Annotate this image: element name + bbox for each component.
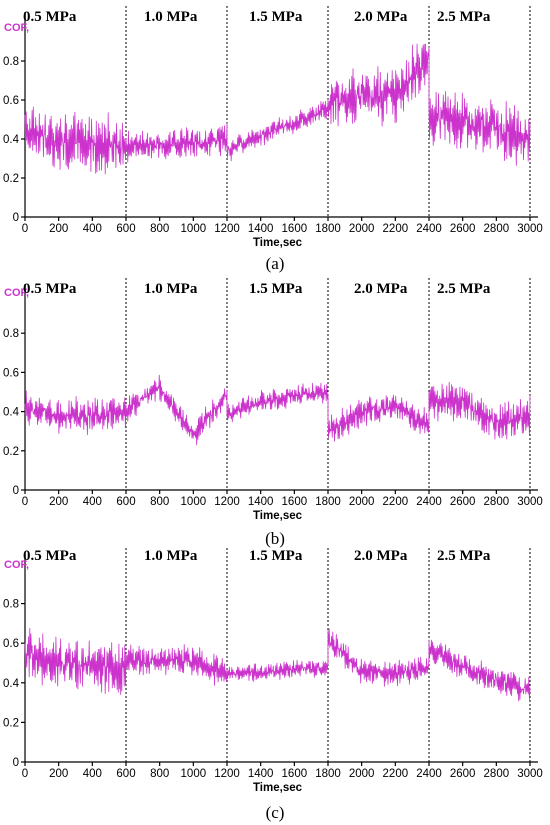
phase-label: 2.5 MPa (437, 281, 491, 297)
x-tick-label: 1600 (282, 223, 308, 235)
x-tick-label: 600 (116, 768, 135, 780)
x-tick-label: 400 (83, 768, 102, 780)
phase-label: 2.0 MPa (354, 548, 408, 564)
x-tick-label: 1600 (282, 496, 308, 508)
y-tick-label: 0 (13, 757, 19, 769)
x-tick-label: 1000 (181, 768, 207, 780)
x-tick-label: 200 (49, 768, 68, 780)
y-tick-label: 0.8 (3, 56, 19, 68)
x-tick-label: 2200 (383, 496, 409, 508)
phase-label: 1.0 MPa (144, 281, 198, 297)
x-tick-label: 2400 (416, 496, 442, 508)
x-tick-label: 2400 (416, 223, 442, 235)
cof-series-line (24, 43, 531, 175)
y-tick-label: 0 (13, 212, 19, 224)
x-axis-label: Time,sec (253, 782, 303, 794)
x-tick-label: 1200 (214, 223, 240, 235)
x-tick-label: 2600 (450, 768, 476, 780)
x-tick-label: 600 (116, 223, 135, 235)
y-axis-label: COF, (4, 559, 29, 571)
phase-label: 0.5 MPa (23, 281, 77, 297)
y-tick-label: 0.6 (3, 638, 19, 650)
x-tick-label: 200 (49, 496, 68, 508)
x-tick-label: 800 (150, 496, 169, 508)
x-tick-label: 1800 (315, 223, 341, 235)
x-tick-label: 800 (150, 768, 169, 780)
x-tick-label: 2800 (484, 768, 510, 780)
y-tick-label: 0.4 (3, 678, 20, 690)
x-tick-label: 2400 (416, 768, 442, 780)
x-tick-label: 2600 (450, 496, 476, 508)
y-tick-label: 0.8 (3, 328, 19, 340)
y-tick-label: 0.2 (3, 173, 19, 185)
x-tick-label: 1000 (181, 223, 207, 235)
y-tick-label: 0 (13, 485, 19, 497)
x-tick-label: 1800 (315, 496, 341, 508)
x-axis-label: Time,sec (253, 237, 303, 249)
cof-series-line (24, 628, 531, 702)
phase-label: 1.0 MPa (144, 548, 198, 564)
x-tick-label: 0 (22, 496, 28, 508)
caption-b: (b) (265, 529, 285, 548)
x-tick-label: 2800 (484, 496, 510, 508)
phase-label: 0.5 MPa (23, 9, 77, 25)
y-tick-label: 0.2 (3, 717, 19, 729)
x-tick-label: 2200 (383, 768, 409, 780)
y-tick-label: 0.8 (3, 599, 19, 611)
x-tick-label: 3000 (517, 768, 543, 780)
x-tick-label: 1200 (214, 496, 240, 508)
x-tick-label: 2200 (383, 223, 409, 235)
x-tick-label: 600 (116, 496, 135, 508)
x-tick-label: 3000 (517, 496, 543, 508)
x-axis-label: Time,sec (253, 510, 303, 522)
phase-label: 2.0 MPa (354, 9, 408, 25)
x-tick-label: 1200 (214, 768, 240, 780)
phase-label: 1.5 MPa (249, 281, 303, 297)
x-tick-label: 1400 (248, 496, 274, 508)
x-tick-label: 400 (83, 223, 102, 235)
phase-label: 1.0 MPa (144, 9, 198, 25)
phase-label: 2.5 MPa (437, 548, 491, 564)
x-tick-label: 1800 (315, 768, 341, 780)
y-tick-label: 0.6 (3, 95, 19, 107)
caption-a: (a) (265, 254, 285, 273)
cof-series-line (24, 374, 531, 446)
phase-label: 0.5 MPa (23, 548, 77, 564)
chart-c: 0 200 400 600 800 1000 1200 1400 1600 1800 2000 220… (3, 548, 543, 794)
chart-a: 0 200 400 600 800 1000 1200 1400 1600 1800 2000 220… (3, 6, 543, 249)
chart-b: 0 200 400 600 800 1000 1200 1400 1600 1800 2000 220… (3, 278, 543, 522)
x-tick-label: 3000 (517, 223, 543, 235)
y-axis-label: COF, (4, 22, 29, 34)
y-tick-label: 0.4 (3, 134, 20, 146)
x-tick-label: 200 (49, 223, 68, 235)
x-tick-label: 2000 (349, 223, 375, 235)
y-tick-label: 0.4 (3, 407, 20, 419)
x-tick-label: 2000 (349, 768, 375, 780)
x-tick-label: 1000 (181, 496, 207, 508)
y-tick-label: 0.2 (3, 446, 19, 458)
caption-c: (c) (265, 803, 285, 822)
x-tick-label: 1400 (248, 768, 274, 780)
phase-label: 2.0 MPa (354, 281, 408, 297)
x-tick-label: 2800 (484, 223, 510, 235)
x-tick-label: 1400 (248, 223, 274, 235)
x-tick-label: 1600 (282, 768, 308, 780)
y-axis-label: COF, (4, 287, 29, 299)
phase-label: 2.5 MPa (437, 9, 491, 25)
phase-label: 1.5 MPa (249, 9, 303, 25)
x-tick-label: 0 (22, 768, 28, 780)
y-tick-label: 0.6 (3, 367, 19, 379)
x-tick-label: 2000 (349, 496, 375, 508)
x-tick-label: 400 (83, 496, 102, 508)
phase-label: 1.5 MPa (249, 548, 303, 564)
x-tick-label: 2600 (450, 223, 476, 235)
x-tick-label: 0 (22, 223, 28, 235)
x-tick-label: 800 (150, 223, 169, 235)
